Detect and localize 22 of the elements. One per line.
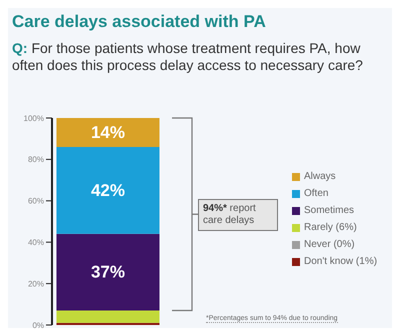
y-tick-label: 80% xyxy=(28,155,44,164)
bar xyxy=(56,146,160,234)
legend-label: Don't know (1%) xyxy=(304,256,378,267)
legend-label: Never (0%) xyxy=(304,239,355,250)
data-label: 42% xyxy=(90,180,125,200)
data-label: 14% xyxy=(90,122,125,142)
y-tick-label: 100% xyxy=(24,114,44,123)
legend-label: Always xyxy=(304,171,336,182)
bar xyxy=(56,310,160,323)
y-tick-label: 60% xyxy=(28,196,44,206)
text: Q: For those patients whose treatment requires PA, how often does this process delay access to necessary care? xyxy=(12,40,364,74)
text: 94%* report care delays xyxy=(198,199,278,232)
legend-label: Often xyxy=(304,188,328,199)
legend-label: Rarely (6%) xyxy=(304,222,357,233)
y-tick-label: 20% xyxy=(28,279,44,288)
bar xyxy=(56,118,160,147)
y-tick-label: 0% xyxy=(32,320,44,330)
y-tick-label: 40% xyxy=(28,238,44,248)
chart-title: Care delays associated with PA xyxy=(12,12,266,32)
legend-label: Sometimes xyxy=(304,205,354,216)
data-label: 37% xyxy=(90,262,125,282)
bar xyxy=(56,234,160,311)
